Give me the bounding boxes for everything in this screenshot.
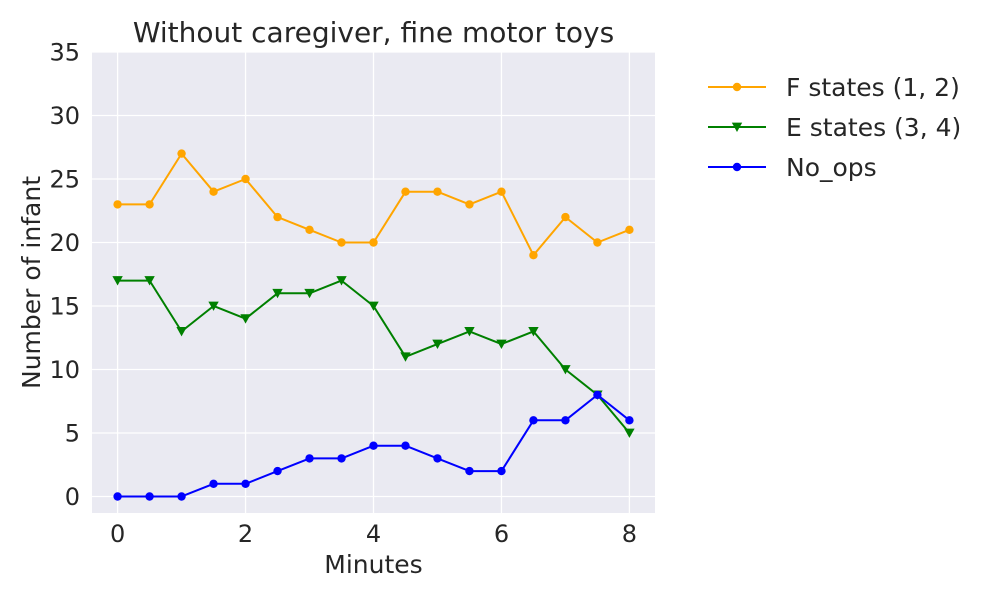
data-point — [369, 238, 378, 247]
legend-marker — [732, 162, 742, 172]
data-point — [593, 390, 602, 400]
x-tick-label: 6 — [494, 520, 509, 548]
data-point — [401, 187, 410, 196]
legend-item: E states (3, 4) — [708, 113, 961, 142]
y-tick-label: 5 — [65, 419, 80, 447]
data-point — [304, 288, 315, 299]
data-point — [209, 187, 218, 196]
y-tick-label: 35 — [49, 39, 80, 67]
data-point — [113, 200, 122, 209]
data-point — [433, 454, 442, 463]
data-point — [432, 339, 443, 350]
data-point — [561, 212, 570, 222]
data-point — [209, 479, 218, 488]
data-point — [112, 276, 123, 286]
data-point — [624, 428, 635, 438]
data-point — [241, 174, 250, 184]
data-point — [497, 187, 506, 196]
data-point — [528, 326, 539, 337]
data-point — [273, 212, 282, 222]
y-tick-labels: 0 5 10 15 20 25 30 35 — [49, 39, 80, 511]
y-tick-label: 25 — [49, 165, 80, 193]
x-tick-label: 0 — [110, 520, 125, 548]
series-no-ops — [113, 390, 634, 501]
legend-label: F states (1, 2) — [786, 73, 960, 102]
x-tick-label: 2 — [238, 520, 253, 548]
data-point — [369, 441, 378, 450]
data-point — [593, 238, 602, 247]
data-point — [176, 326, 187, 337]
data-point — [497, 466, 506, 476]
data-point — [433, 187, 442, 196]
y-tick-label: 0 — [65, 483, 80, 511]
legend-item: No_ops — [708, 153, 877, 182]
data-point — [465, 466, 474, 476]
data-point — [145, 200, 154, 209]
data-point — [305, 225, 314, 234]
data-point — [625, 225, 634, 234]
data-point — [464, 326, 475, 337]
data-point — [337, 454, 346, 463]
data-point — [113, 492, 122, 501]
data-point — [144, 276, 155, 286]
data-point — [145, 492, 154, 501]
x-axis-label: Minutes — [324, 550, 422, 579]
series-layer — [112, 149, 635, 501]
chart-title: Without caregiver, fine motor toys — [133, 16, 614, 49]
y-tick-label: 10 — [49, 356, 80, 384]
data-point — [401, 441, 410, 450]
data-point — [241, 479, 250, 488]
legend-marker — [731, 122, 743, 132]
data-point — [273, 466, 282, 476]
series-f-states-1-2 — [113, 149, 634, 260]
data-point — [625, 416, 634, 425]
data-point — [240, 314, 251, 324]
legend-item: F states (1, 2) — [708, 73, 960, 102]
data-point — [400, 352, 411, 362]
data-point — [529, 250, 538, 260]
legend: F states (1, 2) E states (3, 4) No_ops — [708, 73, 961, 182]
data-point — [305, 454, 314, 463]
x-tick-label: 4 — [366, 520, 381, 548]
legend-label: E states (3, 4) — [786, 113, 961, 142]
y-axis-label: Number of infant — [17, 176, 46, 389]
data-point — [177, 149, 186, 158]
x-tick-labels: 0 2 4 6 8 — [110, 520, 637, 548]
data-point — [465, 200, 474, 209]
data-point — [496, 339, 507, 350]
data-point — [208, 301, 219, 311]
data-point — [272, 288, 283, 299]
x-tick-label: 8 — [622, 520, 637, 548]
data-point — [529, 416, 538, 425]
legend-marker — [732, 82, 742, 92]
data-point — [337, 238, 346, 247]
data-point — [561, 416, 570, 425]
data-point — [336, 276, 347, 286]
y-tick-label: 20 — [49, 229, 80, 257]
data-point — [560, 365, 571, 375]
legend-label: No_ops — [786, 153, 877, 182]
y-tick-label: 30 — [49, 102, 80, 130]
series-e-states-3-4 — [112, 276, 635, 438]
y-tick-label: 15 — [49, 292, 80, 320]
data-point — [368, 301, 379, 311]
data-point — [177, 492, 186, 501]
